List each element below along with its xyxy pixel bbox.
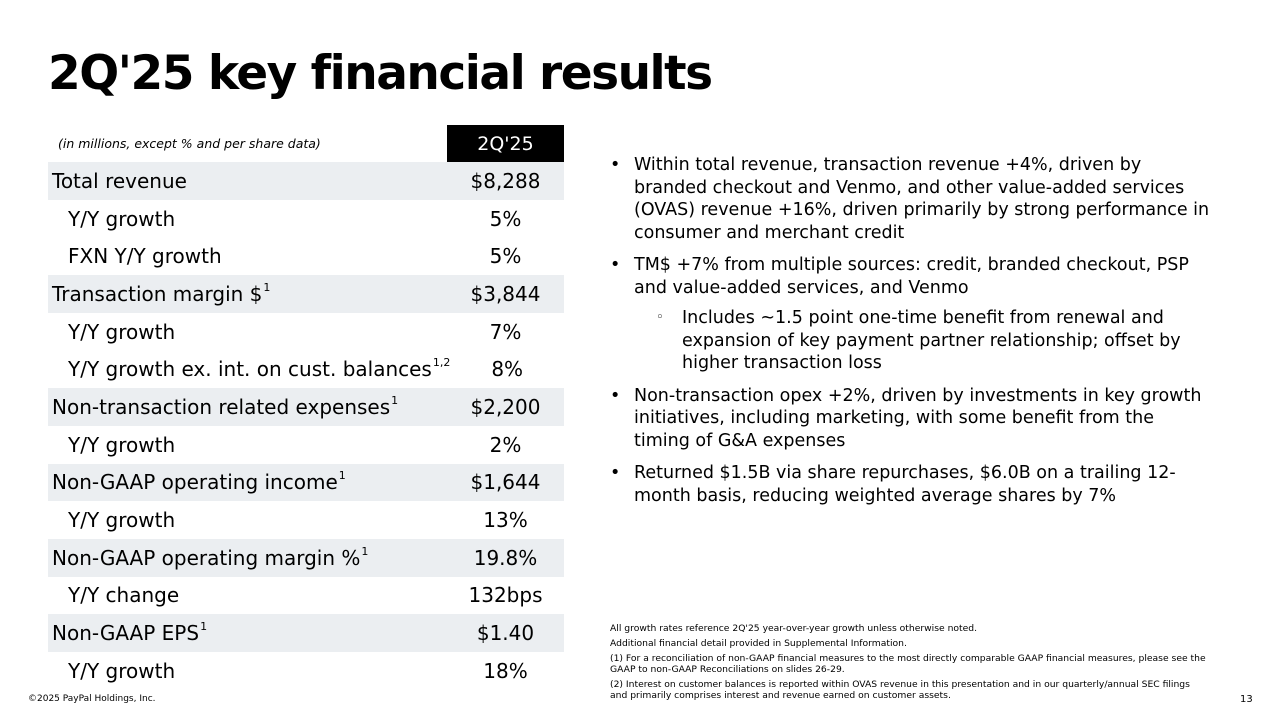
table-row: Total revenue $8,288 [48, 162, 564, 200]
row-value: 5% [489, 206, 522, 231]
row-value: $8,288 [470, 168, 541, 193]
footnote: (2) Interest on customer balances is rep… [610, 679, 1190, 701]
table-row: Transaction margin $1 $3,844 [48, 275, 564, 313]
row-label: Total revenue [52, 168, 187, 193]
slide-title: 2Q'25 key financial results [48, 46, 713, 101]
footnote: (1) For a reconciliation of non-GAAP fin… [610, 653, 1206, 675]
table-row: Non-transaction related expenses1 $2,200 [48, 388, 564, 426]
table-row: Y/Y growth ex. int. on cust. balances1,2… [48, 350, 564, 388]
page-number: 13 [1240, 694, 1253, 705]
bullet-item: Non-transaction opex +2%, driven by inve… [610, 385, 1210, 453]
row-value: 18% [483, 658, 528, 683]
row-label: Transaction margin $1 [52, 280, 271, 306]
table-row: Y/Y growth 5% [48, 200, 564, 238]
table-row: Y/Y growth 7% [48, 313, 564, 351]
row-value: $1.40 [476, 621, 535, 646]
row-value: 132bps [468, 583, 543, 608]
table-row: Y/Y growth 18% [48, 652, 564, 690]
financial-results-table: (in millions, except % and per share dat… [48, 125, 564, 690]
footnote: All growth rates reference 2Q'25 year-ov… [610, 623, 978, 634]
row-label: Non-GAAP operating income1 [52, 469, 346, 495]
bullet-item: Returned $1.5B via share repurchases, $6… [610, 462, 1210, 507]
commentary-bullets: Within total revenue, transaction revenu… [610, 154, 1210, 517]
row-value: 13% [483, 508, 528, 533]
sub-bullet-item: Includes ~1.5 point one-time benefit fro… [634, 307, 1210, 375]
table-row: Non-GAAP operating income1 $1,644 [48, 463, 564, 502]
bullet-item: Within total revenue, transaction revenu… [610, 154, 1210, 244]
row-value: $3,844 [470, 281, 541, 306]
column-header-2q25: 2Q'25 [447, 125, 564, 162]
sub-bullet-list: Includes ~1.5 point one-time benefit fro… [634, 307, 1210, 375]
table-row: Non-GAAP EPS1 $1.40 [48, 614, 564, 652]
row-label: Non-GAAP operating margin %1 [52, 544, 369, 570]
bullet-item: TM$ +7% from multiple sources: credit, b… [610, 254, 1210, 375]
row-label: FXN Y/Y growth [68, 244, 222, 269]
row-label: Y/Y growth [68, 658, 176, 683]
footnotes: All growth rates reference 2Q'25 year-ov… [610, 623, 1210, 705]
table-row: Y/Y growth 2% [48, 426, 564, 464]
row-label: Y/Y change [68, 583, 180, 608]
row-label: Non-GAAP EPS1 [52, 620, 208, 646]
footnote: Additional financial detail provided in … [610, 638, 907, 649]
table-header: (in millions, except % and per share dat… [48, 125, 564, 162]
row-value: $2,200 [470, 394, 541, 419]
table-row: FXN Y/Y growth 5% [48, 237, 564, 275]
row-label: Y/Y growth ex. int. on cust. balances1,2 [68, 356, 451, 382]
units-note: (in millions, except % and per share dat… [58, 136, 321, 151]
row-value: 19.8% [473, 545, 538, 570]
row-value: 7% [489, 319, 522, 344]
row-label: Y/Y growth [68, 432, 176, 457]
row-value: 5% [489, 244, 522, 269]
row-value: $1,644 [470, 470, 541, 495]
row-label: Y/Y growth [68, 508, 176, 533]
copyright: ©2025 PayPal Holdings, Inc. [28, 694, 156, 704]
row-label: Y/Y growth [68, 319, 176, 344]
row-value: 8% [491, 357, 524, 382]
table-row: Y/Y growth 13% [48, 501, 564, 539]
row-value: 2% [489, 432, 522, 457]
row-label: Non-transaction related expenses1 [52, 393, 399, 419]
table-row: Y/Y change 132bps [48, 577, 564, 615]
table-row: Non-GAAP operating margin %1 19.8% [48, 538, 564, 577]
row-label: Y/Y growth [68, 206, 176, 231]
